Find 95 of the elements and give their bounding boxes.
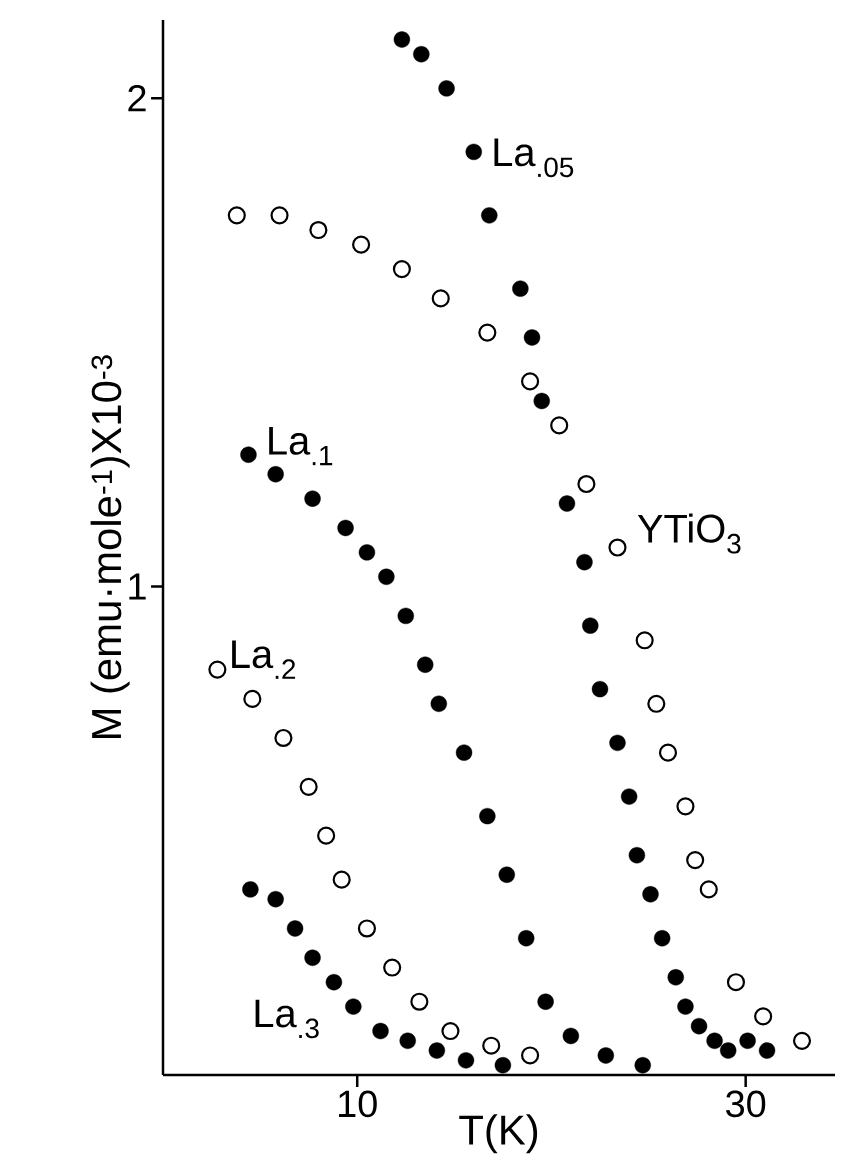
point [686,851,705,870]
point [457,1052,475,1069]
point [609,734,626,752]
series-label: La$_{.1}$ [269,427,333,466]
point [512,280,529,297]
x-tick-label: 10 [339,1090,377,1118]
point [482,1036,501,1055]
point [550,416,569,435]
point [699,880,718,899]
y-axis-title: M (emu·mole$^{-1}$)X10$^{-3}$ [90,355,130,739]
point [455,744,473,761]
point [537,993,554,1010]
point [518,930,535,947]
point [413,46,430,63]
point [576,553,593,571]
point [240,446,257,463]
point [577,474,596,494]
point [267,891,284,908]
point [667,969,684,986]
point [558,495,576,512]
point [309,220,328,240]
y-tick-label: 1 [129,573,146,600]
point [647,694,666,713]
point [299,777,318,796]
point [608,538,627,557]
point [304,490,321,507]
point [417,656,434,673]
point [431,289,450,308]
point [521,1046,540,1065]
point [706,1032,723,1049]
point [393,31,411,48]
point [438,80,455,97]
point [304,949,321,966]
point [523,329,541,346]
point [562,1027,580,1045]
point [286,920,304,937]
point [392,260,411,279]
point [642,886,659,903]
y-tick-label: 2 [128,84,146,112]
point [337,519,354,537]
point [243,689,262,708]
point [677,998,694,1015]
point [521,372,540,391]
point [533,392,550,410]
point [383,958,402,977]
point [358,544,376,561]
point [739,1032,756,1049]
point [410,992,429,1011]
point [267,466,284,483]
point [481,207,498,224]
point [754,1007,773,1026]
point [792,1031,812,1050]
point [597,1047,614,1064]
point [726,973,746,992]
point [430,695,447,712]
point [591,680,609,698]
x-axis-title: T(K) [459,1114,538,1154]
series-label: La$_{.2}$ [232,640,296,679]
point [479,807,496,825]
point [227,206,246,225]
point [690,1017,708,1035]
point [676,797,695,816]
point [357,919,377,938]
point [653,930,671,947]
point [372,1022,389,1040]
point [658,743,678,762]
point [317,826,336,845]
point [378,568,395,585]
x-tick-label: 30 [726,1090,766,1118]
point [720,1042,737,1059]
point [620,788,638,805]
point [242,881,259,898]
point [478,323,497,342]
point [274,728,293,748]
point [325,974,343,991]
point [635,631,654,650]
point [628,847,646,864]
point [345,998,362,1015]
point [498,866,515,883]
point [208,660,227,679]
point [428,1042,446,1059]
point [582,617,599,634]
point [332,870,351,889]
point [634,1057,651,1074]
series-label: YTiO$_{3}$ [637,513,741,554]
point [441,1021,460,1041]
series-label: La$_{.3}$ [255,999,319,1039]
point [270,206,289,225]
point [465,143,482,161]
series-label: La$_{.05}$ [494,138,574,178]
point [352,235,371,254]
point [397,607,414,625]
point [758,1042,776,1059]
point [494,1057,512,1074]
point [399,1032,416,1049]
